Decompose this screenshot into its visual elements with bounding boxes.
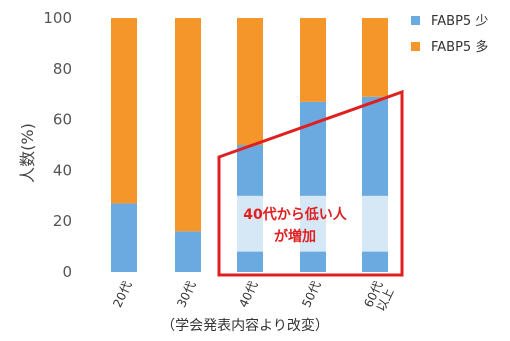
source-note: （学会発表内容より改変） xyxy=(161,317,329,334)
bar-segment-low xyxy=(175,231,201,272)
legend-label: FABP5 多 xyxy=(431,39,488,55)
bar-highlight-band xyxy=(237,195,263,252)
bar-highlight-band xyxy=(300,195,326,252)
highlight-trapezoid xyxy=(217,89,404,277)
x-tick-label: 30代 xyxy=(174,279,198,310)
y-tick-label: 100 xyxy=(43,9,72,27)
legend-swatch xyxy=(411,42,420,51)
bars xyxy=(111,18,388,273)
legend: FABP5 少 FABP5 多 xyxy=(411,14,488,55)
legend-swatch xyxy=(411,16,420,25)
bar-segment-high xyxy=(175,18,201,232)
y-tick-label: 0 xyxy=(62,263,72,281)
bar-segment-high xyxy=(300,18,326,102)
y-axis-ticks: 0 20 40 60 80 100 xyxy=(43,9,72,281)
annotation-line-1: 40代から低い人 xyxy=(243,206,347,223)
y-tick-label: 20 xyxy=(53,212,72,230)
bar-segment-high xyxy=(362,18,388,97)
y-tick-label: 80 xyxy=(53,60,72,78)
x-tick-label: 40代 xyxy=(236,279,260,310)
x-axis-ticks: 20代 30代 40代 50代 60代以上 xyxy=(110,279,397,315)
bar-highlight-band xyxy=(362,195,388,252)
y-tick-label: 40 xyxy=(53,161,72,179)
bar-segment-high xyxy=(237,18,263,145)
x-tick-label: 60代以上 xyxy=(361,279,397,315)
bar-segment-high xyxy=(111,18,137,204)
x-tick-label: 50代 xyxy=(299,279,323,310)
y-axis-label: 人数(%) xyxy=(18,123,37,183)
legend-label: FABP5 少 xyxy=(431,14,488,29)
annotation-line-2: が増加 xyxy=(274,228,316,245)
bar-segment-low xyxy=(111,203,137,272)
x-tick-label: 20代 xyxy=(110,279,134,310)
y-tick-label: 60 xyxy=(53,111,72,129)
